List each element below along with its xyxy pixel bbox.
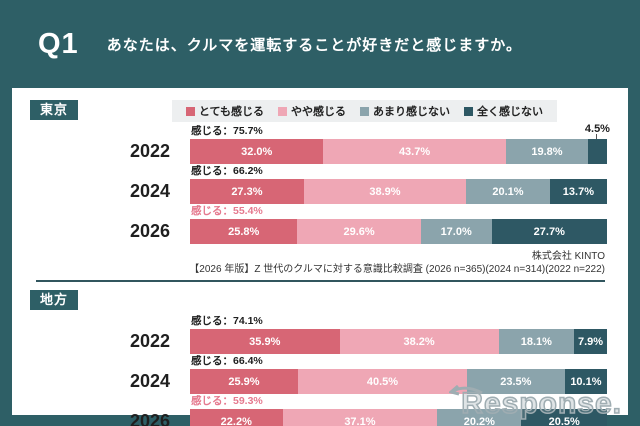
source-note: 【2026 年版】Z 世代のクルマに対する意識比較調査 (2026 n=365)… (189, 264, 605, 275)
bar-row-tokyo-2022: 2022 感じる：75.7% 32.0% 43.7% 19.8% 4.5% (18, 123, 619, 164)
legend-swatch-icon (360, 106, 369, 116)
legend-item-2: あまり感じない (360, 103, 450, 119)
year-label: 2026 (129, 221, 170, 241)
legend-label: あまり感じない (373, 106, 450, 118)
region-header-chihou: 地方 (30, 290, 619, 314)
bar-segment-あまり感じない: 23.5% (466, 369, 565, 394)
bar-segment-やや感じる: 43.7% (323, 139, 506, 164)
bar-segment-やや感じる: 29.6% (297, 219, 421, 244)
year-label: 2026 (129, 411, 170, 426)
region-source-tokyo: 株式会社 KINTO 【2026 年版】Z 世代のクルマに対する意識比較調査 (2… (18, 250, 605, 276)
bar-row-chihou-2022: 2022 感じる：74.1% 35.9% 38.2% 18.1% 7.9% (18, 314, 619, 354)
region-badge-chihou: 地方 (30, 290, 79, 310)
bar-segment-全く感じない: 20.5% (521, 409, 607, 426)
bar-segment-全く感じない: 27.7% (491, 219, 607, 244)
bar-segment-全く感じない: 4.5% (585, 123, 610, 164)
bar-segment-やや感じる: 37.1% (282, 409, 438, 426)
chart-panel: 東京 とても感じる やや感じる あまり感じない 全く感じない 2022 感じる：75.7% 3… (12, 88, 628, 426)
bar-segment-やや感じる: 38.2% (339, 329, 499, 354)
bar-row-chihou-2026: 2026 感じる：59.3% 22.2% 37.1% 20.2% 20.5% (18, 394, 619, 426)
bar-segment-あまり感じない: 19.8% (505, 139, 589, 164)
regions-container: 東京 とても感じる やや感じる あまり感じない 全く感じない 2022 感じる：75.7% 3… (18, 100, 619, 426)
bar-segment-とても感じる: 22.2% (190, 409, 283, 426)
legend-item-1: やや感じる (278, 103, 346, 119)
question-number: Q1 (38, 27, 79, 60)
question-title: あなたは、クルマを運転することが好きだと感じますか。 (106, 36, 522, 54)
feel-total-label: 感じる：59.3% (191, 395, 263, 407)
year-label: 2022 (129, 331, 170, 351)
feel-total-label: 感じる：75.7% (191, 125, 263, 137)
source-company: 株式会社 KINTO (531, 251, 605, 262)
bar-segment-とても感じる: 25.9% (190, 369, 298, 394)
stacked-bar: 22.2% 37.1% 20.2% 20.5% (190, 409, 607, 426)
bar-segment-あまり感じない: 20.1% (466, 179, 550, 204)
section-divider (36, 280, 605, 282)
bar-segment-とても感じる: 32.0% (190, 139, 324, 164)
bar-segment-やや感じる: 40.5% (298, 369, 467, 394)
stacked-bar: 25.8% 29.6% 17.0% 27.7% (190, 219, 607, 244)
bar-area: 感じる：74.1% 35.9% 38.2% 18.1% 7.9% (190, 314, 607, 354)
legend-item-0: とても感じる (185, 103, 264, 119)
year-label: 2024 (129, 181, 170, 201)
segment-value-outside: 4.5% (584, 123, 610, 135)
bar-area: 感じる：66.4% 25.9% 40.5% 23.5% 10.1% (190, 354, 607, 394)
bar-area: 感じる：75.7% 32.0% 43.7% 19.8% 4.5% (190, 123, 610, 164)
bar-row-chihou-2024: 2024 感じる：66.4% 25.9% 40.5% 23.5% 10.1% (18, 354, 619, 394)
feel-total-label: 感じる：55.4% (191, 205, 263, 217)
legend-swatch-icon (185, 106, 195, 116)
bar-area: 感じる：59.3% 22.2% 37.1% 20.2% 20.5% (190, 394, 607, 426)
legend-swatch-icon (278, 106, 287, 116)
feel-total-label: 感じる：74.1% (191, 315, 263, 327)
bar-segment-とても感じる: 25.8% (190, 219, 298, 244)
stacked-bar: 25.9% 40.5% 23.5% 10.1% (190, 369, 607, 394)
year-label: 2022 (129, 141, 170, 161)
bar-segment-全く感じない: 10.1% (564, 369, 607, 394)
region-chihou: 地方 2022 感じる：74.1% 35.9% 38.2% 18.1% 7.9% 2024 感じ… (18, 290, 619, 426)
year-label: 2024 (129, 371, 170, 391)
region-rows-tokyo: 2022 感じる：75.7% 32.0% 43.7% 19.8% 4.5% 2024 感じる：… (18, 123, 619, 244)
bar-segment-やや感じる: 38.9% (303, 179, 467, 204)
bar-area: 感じる：66.2% 27.3% 38.9% 20.1% 13.7% (190, 164, 607, 204)
feel-total-label: 感じる：66.4% (191, 355, 263, 367)
region-rows-chihou: 2022 感じる：74.1% 35.9% 38.2% 18.1% 7.9% 2024 感じる：… (18, 314, 619, 426)
segment-callout-tick (595, 134, 597, 139)
bar-area: 感じる：55.4% 25.8% 29.6% 17.0% 27.7% (190, 204, 607, 244)
feel-total-label: 感じる：66.2% (191, 165, 263, 177)
bar-row-tokyo-2026: 2026 感じる：55.4% 25.8% 29.6% 17.0% 27.7% (18, 204, 619, 244)
stacked-bar: 27.3% 38.9% 20.1% 13.7% (190, 179, 607, 204)
bar-segment-とても感じる: 27.3% (190, 179, 304, 204)
bar-segment-全く感じない: 13.7% (549, 179, 607, 204)
region-header-tokyo: 東京 とても感じる やや感じる あまり感じない 全く感じない (30, 100, 619, 124)
legend-label: 全く感じない (477, 106, 543, 118)
legend-label: とても感じる (198, 106, 264, 118)
legend: とても感じる やや感じる あまり感じない 全く感じない (171, 100, 557, 122)
bar-segment-あまり感じない: 17.0% (420, 219, 492, 244)
region-tokyo: 東京 とても感じる やや感じる あまり感じない 全く感じない 2022 感じる：75.7% 3… (18, 100, 619, 282)
bar-segment-あまり感じない: 20.2% (437, 409, 522, 426)
legend-label: やや感じる (291, 106, 346, 118)
bar-segment-全く感じない: 7.9% (574, 329, 607, 354)
legend-swatch-icon (464, 106, 473, 116)
question-header: Q1 あなたは、クルマを運転することが好きだと感じますか。 (0, 0, 640, 88)
bar-segment-とても感じる: 35.9% (190, 329, 340, 354)
bar-row-tokyo-2024: 2024 感じる：66.2% 27.3% 38.9% 20.1% 13.7% (18, 164, 619, 204)
legend-item-3: 全く感じない (464, 103, 543, 119)
stacked-bar: 35.9% 38.2% 18.1% 7.9% (190, 329, 607, 354)
stacked-bar: 32.0% 43.7% 19.8% 4.5% (190, 123, 610, 164)
bar-segment-あまり感じない: 18.1% (498, 329, 575, 354)
region-badge-tokyo: 東京 (30, 100, 79, 120)
